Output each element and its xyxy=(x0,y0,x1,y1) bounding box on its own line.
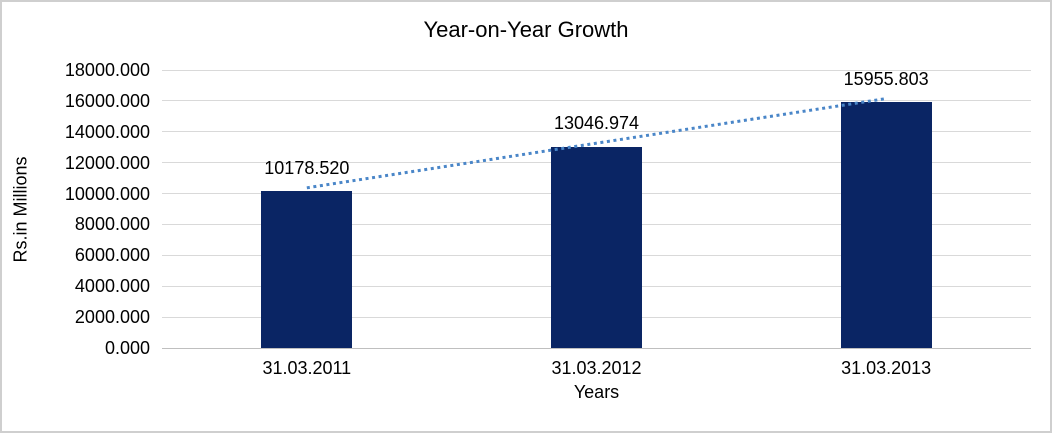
y-tick-label: 16000.000 xyxy=(64,90,150,111)
x-category-label: 31.03.2011 xyxy=(262,358,352,378)
y-tick-label: 10000.000 xyxy=(64,183,150,204)
bar-value-label: 13046.974 xyxy=(553,113,640,134)
y-tick-label: 6000.000 xyxy=(74,245,150,266)
bar-31.03.2011 xyxy=(261,190,353,348)
y-tick-label: 18000.000 xyxy=(64,60,150,80)
x-category-label: 31.03.2013 xyxy=(841,358,932,378)
bar-value-label: 10178.520 xyxy=(264,157,350,178)
gridline xyxy=(162,131,1031,133)
chart-title: Year-on-Year Growth xyxy=(423,17,629,42)
trendline xyxy=(306,97,887,190)
bar-31.03.2012 xyxy=(551,146,642,348)
x-axis-line xyxy=(162,347,1031,349)
bar-value-label: 15955.803 xyxy=(843,68,929,89)
y-tick-label: 0.000 xyxy=(104,338,150,358)
y-tick-label: 14000.000 xyxy=(64,121,150,142)
y-tick-label: 2000.000 xyxy=(74,307,150,328)
gridline xyxy=(162,100,1031,102)
y-tick-label: 4000.000 xyxy=(74,276,150,297)
gridline xyxy=(162,69,1031,71)
y-tick-label: 8000.000 xyxy=(74,214,150,235)
plot-area xyxy=(162,69,1031,349)
y-tick-label: 12000.000 xyxy=(64,152,150,173)
x-category-label: 31.03.2012 xyxy=(551,358,642,378)
x-axis-title: Years xyxy=(573,382,620,402)
bar-31.03.2013 xyxy=(840,101,932,348)
